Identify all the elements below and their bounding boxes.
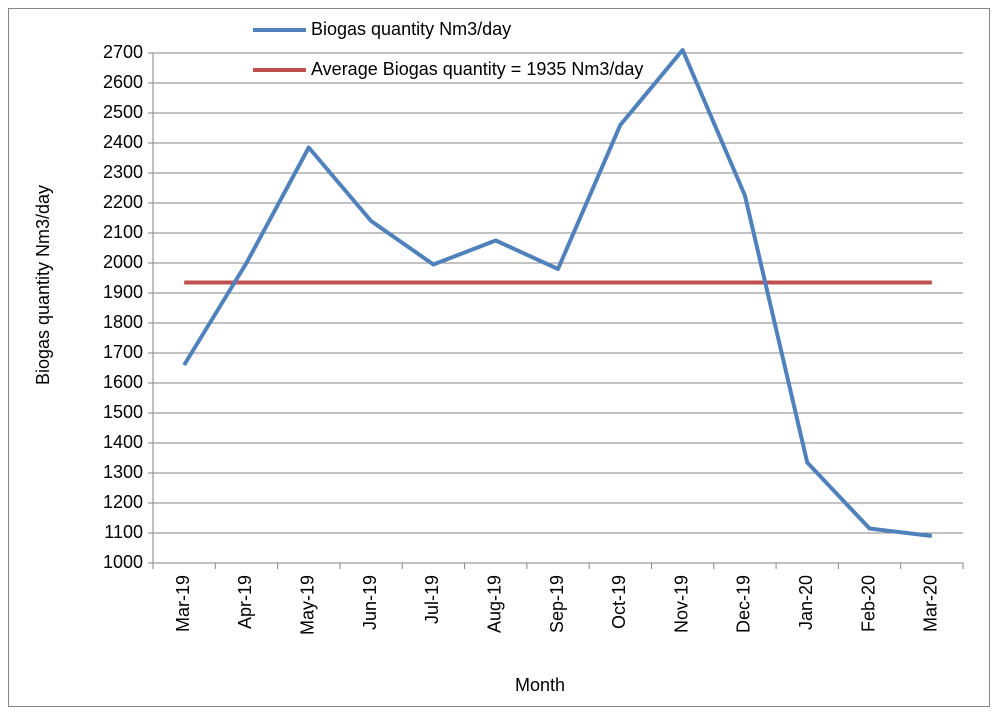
y-tick-label: 2500 — [103, 102, 143, 122]
y-tick-label: 2400 — [103, 132, 143, 152]
y-tick-label: 1000 — [103, 552, 143, 572]
y-tick-label: 1600 — [103, 372, 143, 392]
y-tick-label: 1500 — [103, 402, 143, 422]
y-tick-label: 1400 — [103, 432, 143, 452]
y-tick-label: 1900 — [103, 282, 143, 302]
x-tick-label: Oct-19 — [609, 575, 629, 629]
y-tick-label: 1100 — [104, 522, 143, 542]
x-tick-label: Sep-19 — [547, 575, 567, 633]
y-tick-label: 2300 — [103, 162, 143, 182]
legend-label: Average Biogas quantity = 1935 Nm3/day — [311, 59, 643, 79]
x-tick-label: Jul-19 — [422, 575, 442, 624]
x-tick-label: Apr-19 — [235, 575, 255, 629]
x-axis-title: Month — [515, 675, 565, 695]
y-tick-label: 1300 — [103, 462, 143, 482]
x-tick-label: Feb-20 — [858, 575, 878, 632]
y-axis-title: Biogas quantity Nm3/day — [33, 185, 53, 385]
chart-border — [8, 8, 990, 707]
x-tick-label: Mar-20 — [921, 575, 941, 632]
y-tick-label: 2600 — [103, 72, 143, 92]
x-tick-label: Jun-19 — [360, 575, 380, 630]
y-tick-label: 1200 — [103, 492, 143, 512]
y-tick-label: 1800 — [103, 312, 143, 332]
x-tick-label: Nov-19 — [671, 575, 691, 633]
x-tick-label: May-19 — [298, 575, 318, 635]
x-tick-label: Dec-19 — [734, 575, 754, 633]
x-tick-label: Mar-19 — [173, 575, 193, 632]
y-tick-label: 1700 — [103, 342, 143, 362]
x-tick-label: Jan-20 — [796, 575, 816, 630]
x-tick-label: Aug-19 — [484, 575, 504, 633]
y-tick-label: 2000 — [103, 252, 143, 272]
y-tick-label: 2100 — [103, 222, 143, 242]
legend-label: Biogas quantity Nm3/day — [311, 19, 511, 39]
y-tick-label: 2200 — [103, 192, 143, 212]
y-tick-label: 2700 — [103, 42, 143, 62]
series-line — [182, 48, 933, 538]
